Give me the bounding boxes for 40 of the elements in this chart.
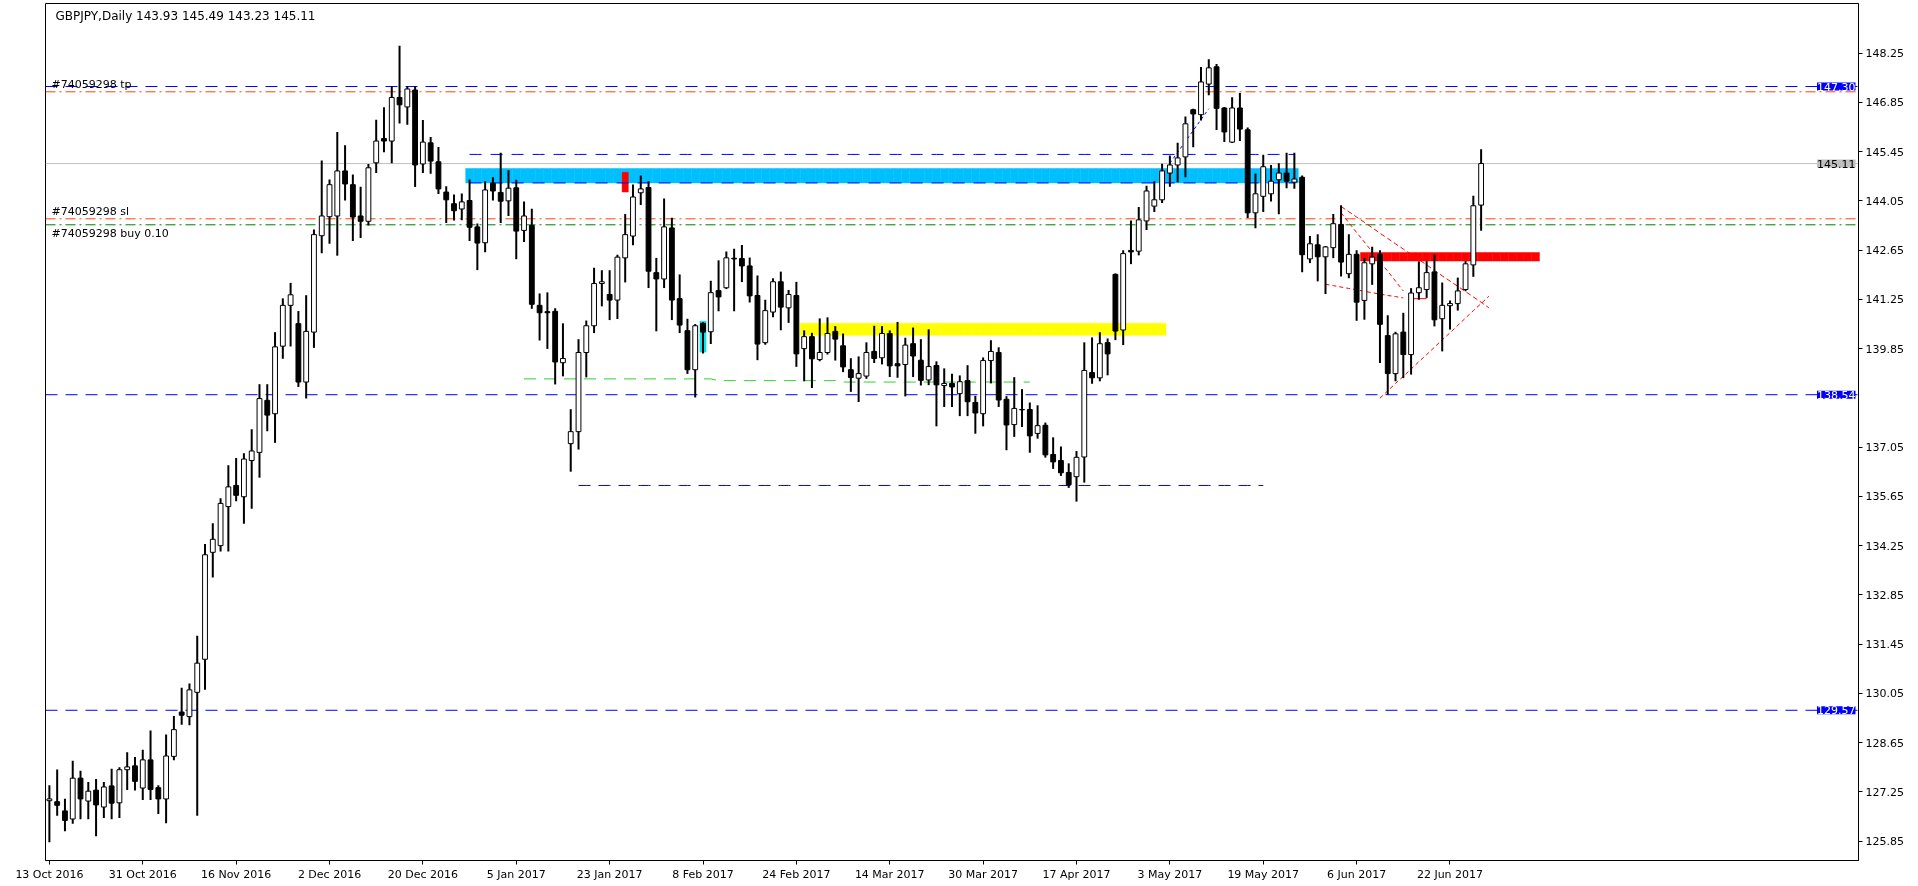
y-tick-label: 148.25 — [1865, 47, 1904, 61]
x-tick-label: 22 Jun 2017 — [1416, 867, 1484, 881]
y-tick-label: 139.85 — [1865, 342, 1904, 356]
y-tick-label: 134.25 — [1865, 539, 1904, 553]
x-tick-label: 3 May 2017 — [1137, 867, 1203, 881]
x-tick-label: 23 Jan 2017 — [576, 867, 643, 881]
y-tick-label: 127.25 — [1865, 785, 1904, 799]
ref-line-label: 138.54 — [1817, 388, 1856, 402]
y-tick-label: 128.65 — [1865, 736, 1904, 750]
x-tick-label: 31 Oct 2016 — [108, 867, 177, 881]
x-tick-label: 13 Oct 2016 — [15, 867, 84, 881]
ref-line-label: 145.11 — [1817, 157, 1856, 171]
ref-line-label: #74059298 tp — [51, 77, 132, 91]
x-tick-label: 2 Dec 2016 — [297, 867, 362, 881]
x-tick-label: 17 Apr 2017 — [1042, 867, 1111, 881]
x-tick-label: 14 Mar 2017 — [854, 867, 925, 881]
y-tick-label: 130.05 — [1865, 687, 1904, 701]
chart-title: GBPJPY,Daily 143.93 145.49 143.23 145.11 — [55, 8, 316, 23]
ref-line-label: 147.30 — [1817, 80, 1856, 94]
x-tick-label: 20 Dec 2016 — [387, 867, 459, 881]
y-tick-label: 125.85 — [1865, 835, 1904, 849]
ref-line-label: #74059298 sl — [51, 204, 129, 218]
x-tick-label: 8 Feb 2017 — [672, 867, 734, 881]
y-tick-label: 131.45 — [1865, 638, 1904, 652]
x-tick-label: 24 Feb 2017 — [762, 867, 831, 881]
ref-line-label: #74059298 buy 0.10 — [51, 226, 169, 240]
y-tick-label: 145.45 — [1865, 145, 1904, 159]
y-tick-label: 141.25 — [1865, 293, 1904, 307]
y-tick-label: 137.05 — [1865, 441, 1904, 455]
x-tick-label: 5 Jan 2017 — [486, 867, 546, 881]
ref-line-label: 129.57 — [1817, 704, 1856, 718]
y-tick-label: 135.65 — [1865, 490, 1904, 504]
y-tick-label: 132.85 — [1865, 588, 1904, 602]
x-tick-label: 6 Jun 2017 — [1327, 867, 1387, 881]
y-tick-label: 144.05 — [1865, 194, 1904, 208]
x-tick-label: 30 Mar 2017 — [948, 867, 1019, 881]
y-tick-label: 142.65 — [1865, 244, 1904, 258]
x-tick-label: 19 May 2017 — [1227, 867, 1300, 881]
x-tick-label: 16 Nov 2016 — [200, 867, 272, 881]
y-tick-label: 146.85 — [1865, 96, 1904, 110]
